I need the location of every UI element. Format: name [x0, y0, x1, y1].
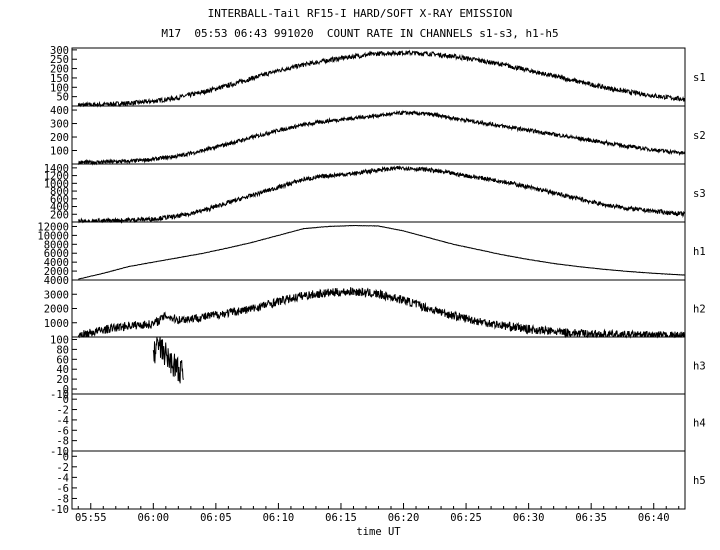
ytick-label-h4: -10: [50, 446, 69, 458]
ytick-label-h3: 40: [56, 364, 69, 376]
panel-frame-s3: [71, 163, 686, 223]
ytick-label-h3: 80: [56, 344, 69, 356]
series-line-h3: [152, 337, 184, 384]
series-line-h1: [78, 224, 686, 280]
ytick-label-h3: -10: [50, 389, 69, 401]
ytick-label-h2: 2000: [44, 304, 69, 316]
ytick-label-s2: 200: [50, 132, 69, 144]
series-line-s2: [77, 109, 686, 166]
ytick-label-h3: 20: [56, 374, 69, 386]
ytick-label-h5: -6: [56, 483, 69, 495]
ytick-label-h5: -10: [50, 504, 69, 516]
ytick-label-h2: 3000: [44, 289, 69, 301]
xtick-label: 06:00: [138, 512, 170, 524]
panel-label-h4: h4: [693, 418, 706, 430]
xtick-label: 06:10: [263, 512, 295, 524]
panel-frame-h3: [71, 336, 686, 395]
ytick-label-h3: 100: [50, 334, 69, 346]
panel-label-s1: s1: [693, 72, 706, 84]
ytick-label-h1: 6000: [44, 248, 69, 260]
xtick-label: 06:25: [450, 512, 482, 524]
ytick-label-h2: 4000: [44, 275, 69, 287]
ytick-label-h4: -6: [56, 425, 69, 437]
panel-frame-h5: [71, 450, 686, 510]
xtick-label: 06:35: [575, 512, 607, 524]
ytick-label-s3: 1400: [44, 163, 69, 175]
ytick-label-h5: -8: [56, 493, 69, 505]
ytick-label-s3: 200: [50, 209, 69, 221]
ytick-label-h1: 10000: [37, 230, 69, 242]
panel-frame-s1: [71, 47, 686, 107]
ytick-label-h5: 0: [63, 451, 69, 463]
xtick-label: 06:20: [388, 512, 420, 524]
ytick-label-s3: 800: [50, 186, 69, 198]
ytick-label-h1: 4000: [44, 257, 69, 269]
panel-label-h5: h5: [693, 475, 706, 487]
ytick-label-h1: 8000: [44, 239, 69, 251]
ytick-label-s1: 200: [50, 64, 69, 76]
panel-frame-s2: [71, 105, 686, 165]
ytick-label-s1: 300: [50, 45, 69, 57]
x-axis-label: time UT: [356, 526, 401, 538]
panel-label-s2: s2: [693, 130, 706, 142]
xtick-label: 06:15: [325, 512, 357, 524]
ytick-label-h5: -2: [56, 462, 69, 474]
ytick-label-s2: 100: [50, 146, 69, 158]
ytick-label-h2: 1000: [44, 318, 69, 330]
ytick-label-h5: -4: [56, 472, 69, 484]
ytick-label-s3: 1000: [44, 178, 69, 190]
xtick-label: 06:40: [638, 512, 670, 524]
ytick-label-s3: 1200: [44, 171, 69, 183]
ytick-label-s1: 150: [50, 73, 69, 85]
panel-label-h2: h2: [693, 304, 706, 316]
panel-label-h3: h3: [693, 361, 706, 373]
xtick-label: 06:05: [200, 512, 232, 524]
xtick-label: 06:30: [513, 512, 545, 524]
panel-frame-h1: [71, 221, 686, 281]
ytick-label-h4: -4: [56, 415, 69, 427]
ytick-label-s1: 250: [50, 54, 69, 66]
xtick-label: 05:55: [75, 512, 107, 524]
chart-title: INTERBALL-Tail RF15-I HARD/SOFT X-RAY EM…: [207, 7, 513, 20]
ytick-label-h1: 2000: [44, 266, 69, 278]
panel-frame-h4: [71, 393, 686, 452]
series-line-h2: [77, 287, 685, 339]
ytick-label-s2: 300: [50, 119, 69, 131]
series-line-s1: [77, 49, 686, 108]
panel-label-h1: h1: [693, 246, 706, 258]
ytick-label-h3: 0: [63, 384, 69, 396]
ytick-label-h1: 12000: [37, 221, 69, 233]
ytick-label-h4: -8: [56, 436, 69, 448]
ytick-label-s1: 50: [56, 92, 69, 104]
ytick-label-s2: 400: [50, 105, 69, 117]
ytick-label-h3: 60: [56, 354, 69, 366]
ytick-label-s1: 100: [50, 82, 69, 94]
ytick-label-h4: 0: [63, 394, 69, 406]
ytick-label-s3: 600: [50, 194, 69, 206]
ytick-label-s3: 400: [50, 202, 69, 214]
series-line-s3: [78, 165, 686, 224]
chart-subtitle: M17 05:53 06:43 991020 COUNT RATE IN CHA…: [161, 27, 559, 40]
panel-frame-h2: [71, 279, 686, 338]
panel-label-s3: s3: [693, 188, 706, 200]
ytick-label-h4: -2: [56, 405, 69, 417]
